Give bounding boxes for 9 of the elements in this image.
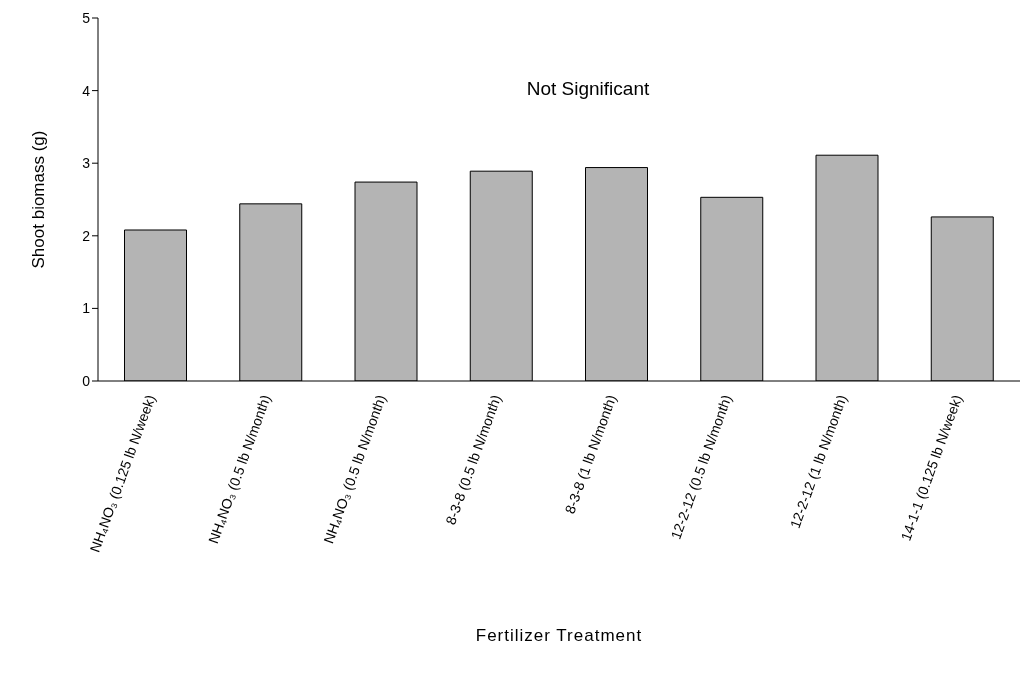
annotation: Not Significant (525, 78, 651, 100)
y-tick-label: 0 (82, 372, 91, 389)
x-axis-title: Fertilizer Treatment (475, 626, 643, 645)
y-axis-title: Shoot biomass (g) (29, 130, 49, 269)
y-tick-label: 3 (82, 155, 91, 172)
y-tick-label: 5 (82, 9, 91, 26)
y-tick-label: 4 (82, 82, 91, 99)
y-tick-label: 1 (82, 300, 91, 317)
y-tick-label: 2 (82, 227, 91, 244)
